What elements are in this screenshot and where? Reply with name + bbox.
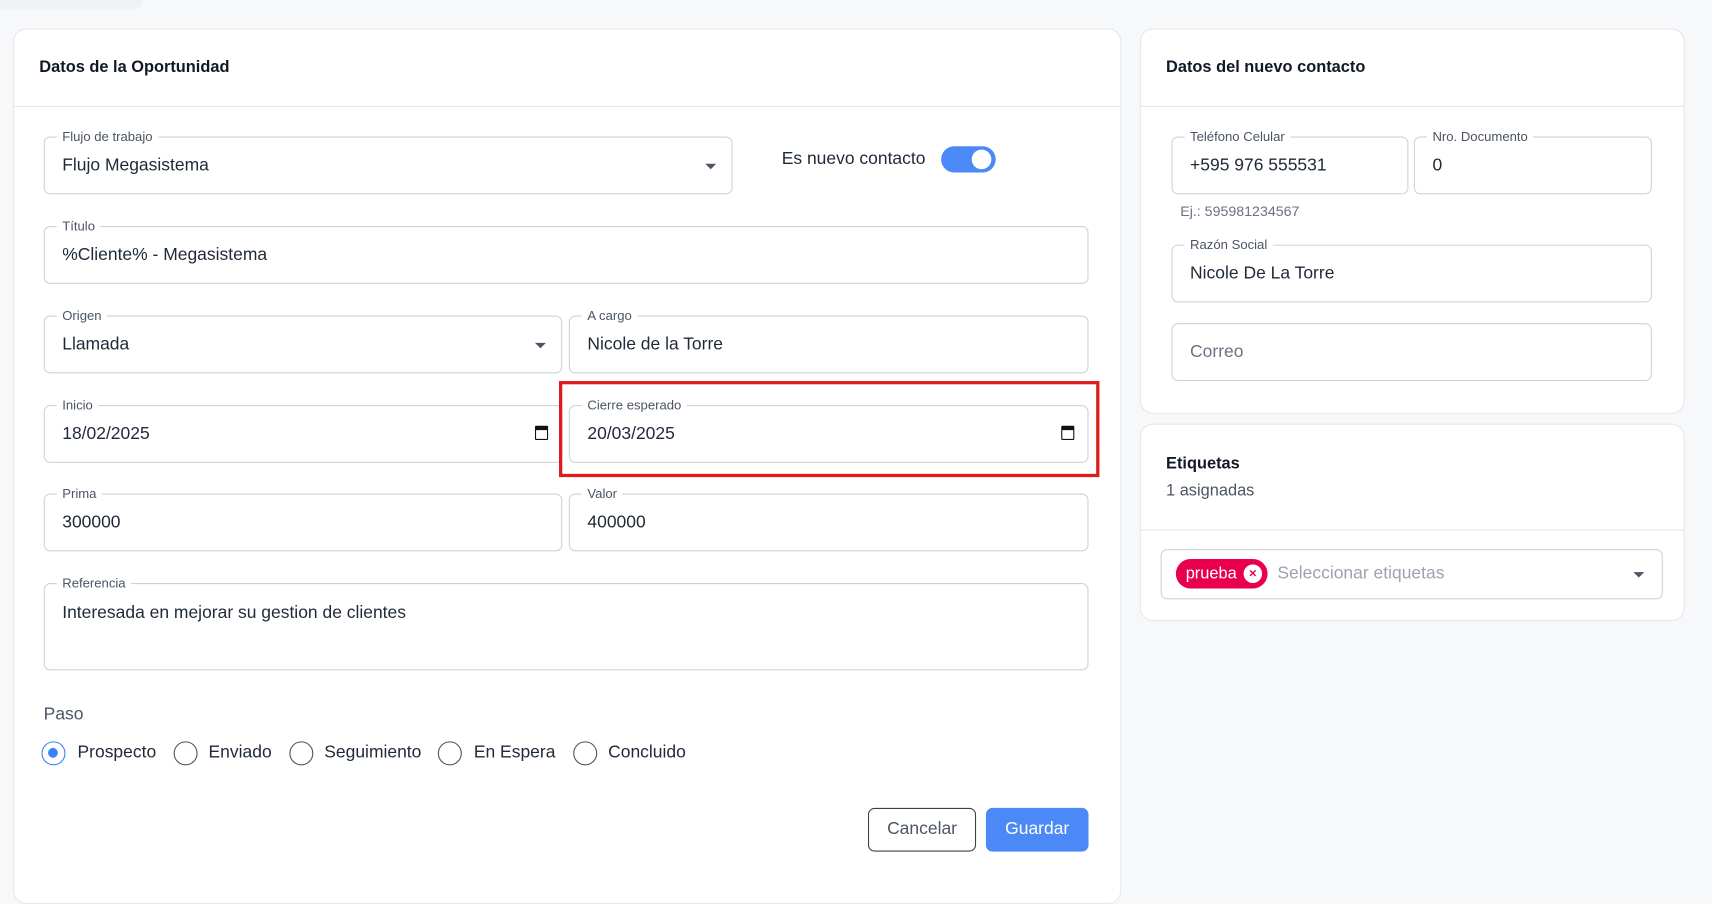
premium-label: Prima bbox=[56, 484, 102, 503]
radio-seguimiento[interactable] bbox=[289, 741, 314, 766]
start-date-input[interactable]: Inicio 18/02/2025 bbox=[43, 396, 563, 463]
reference-textarea[interactable]: Referencia Interesada en mejorar su gest… bbox=[43, 574, 1089, 671]
premium-input[interactable]: Prima 300000 bbox=[43, 484, 563, 552]
workflow-label: Flujo de trabajo bbox=[56, 127, 159, 146]
amount-label: Valor bbox=[581, 484, 623, 503]
origin-value: Llamada bbox=[62, 334, 130, 354]
step-label: Paso bbox=[43, 705, 84, 724]
title-input[interactable]: Título %Cliente% - Megasistema bbox=[43, 217, 1089, 284]
phone-value: +595 976 555531 bbox=[1190, 155, 1327, 175]
calendar-icon[interactable] bbox=[534, 425, 549, 440]
opportunity-card-title: Datos de la Oportunidad bbox=[39, 57, 230, 77]
phone-hint: Ej.: 595981234567 bbox=[1180, 203, 1300, 220]
tags-select[interactable]: prueba × Seleccionar etiquetas bbox=[1160, 549, 1663, 600]
document-input[interactable]: Nro. Documento 0 bbox=[1413, 127, 1652, 195]
top-bar-fragment bbox=[0, 0, 142, 9]
cancel-button[interactable]: Cancelar bbox=[867, 807, 977, 852]
expected-close-value: 20/03/2025 bbox=[587, 424, 675, 443]
radio-label[interactable]: Concluido bbox=[608, 743, 686, 763]
divider bbox=[1140, 105, 1684, 107]
radio-enviado[interactable] bbox=[173, 741, 198, 766]
business-name-value: Nicole De La Torre bbox=[1190, 263, 1335, 283]
radio-en-espera[interactable] bbox=[437, 741, 462, 766]
radio-label[interactable]: Seguimiento bbox=[324, 743, 422, 763]
email-input[interactable]: Correo bbox=[1171, 323, 1652, 382]
radio-prospecto[interactable] bbox=[41, 741, 66, 766]
divider bbox=[14, 105, 1121, 107]
phone-label: Teléfono Celular bbox=[1184, 127, 1291, 146]
origin-label: Origen bbox=[56, 306, 108, 325]
expected-close-date-input[interactable]: Cierre esperado 20/03/2025 bbox=[568, 396, 1089, 463]
amount-value: 400000 bbox=[587, 512, 646, 532]
tags-title: Etiquetas bbox=[1166, 454, 1240, 473]
origin-select[interactable]: Origen Llamada bbox=[43, 306, 563, 374]
expected-close-label: Cierre esperado bbox=[581, 396, 687, 414]
workflow-value: Flujo Megasistema bbox=[62, 155, 209, 175]
workflow-select[interactable]: Flujo de trabajo Flujo Megasistema bbox=[43, 127, 733, 195]
amount-input[interactable]: Valor 400000 bbox=[568, 484, 1089, 552]
radio-concluido[interactable] bbox=[573, 741, 598, 766]
new-contact-toggle[interactable] bbox=[941, 146, 996, 173]
email-placeholder: Correo bbox=[1190, 342, 1244, 361]
contact-card-title: Datos del nuevo contacto bbox=[1166, 57, 1366, 77]
phone-input[interactable]: Teléfono Celular +595 976 555531 bbox=[1171, 127, 1409, 195]
chevron-down-icon bbox=[534, 342, 546, 348]
calendar-icon[interactable] bbox=[1061, 425, 1075, 440]
radio-label[interactable]: Prospecto bbox=[77, 743, 157, 763]
radio-label[interactable]: Enviado bbox=[208, 743, 272, 763]
document-label: Nro. Documento bbox=[1426, 127, 1534, 146]
reference-label: Referencia bbox=[56, 574, 132, 592]
toggle-knob bbox=[971, 149, 992, 170]
chevron-down-icon bbox=[705, 163, 717, 169]
start-date-label: Inicio bbox=[56, 396, 99, 414]
highlight-box bbox=[559, 381, 1100, 478]
radio-label[interactable]: En Espera bbox=[473, 743, 556, 763]
assignee-value: Nicole de la Torre bbox=[587, 334, 724, 354]
business-name-label: Razón Social bbox=[1184, 235, 1273, 254]
document-value: 0 bbox=[1432, 155, 1443, 175]
divider bbox=[1140, 529, 1684, 531]
tag-chip-label: prueba bbox=[1185, 564, 1237, 584]
reference-value: Interesada en mejorar su gestion de clie… bbox=[62, 603, 406, 623]
tags-count: 1 asignadas bbox=[1166, 481, 1255, 501]
business-name-input[interactable]: Razón Social Nicole De La Torre bbox=[1171, 235, 1652, 303]
remove-tag-icon[interactable]: × bbox=[1243, 564, 1263, 584]
title-value: %Cliente% - Megasistema bbox=[62, 245, 268, 264]
assignee-label: A cargo bbox=[581, 306, 638, 325]
chevron-down-icon bbox=[1633, 572, 1645, 578]
start-date-value: 18/02/2025 bbox=[62, 424, 150, 443]
tags-placeholder: Seleccionar etiquetas bbox=[1277, 564, 1445, 584]
new-contact-label: Es nuevo contacto bbox=[781, 149, 926, 169]
tag-chip: prueba × bbox=[1175, 559, 1268, 589]
premium-value: 300000 bbox=[62, 512, 121, 532]
assignee-input[interactable]: A cargo Nicole de la Torre bbox=[568, 306, 1089, 374]
title-label: Título bbox=[56, 217, 101, 235]
save-button[interactable]: Guardar bbox=[985, 807, 1089, 852]
